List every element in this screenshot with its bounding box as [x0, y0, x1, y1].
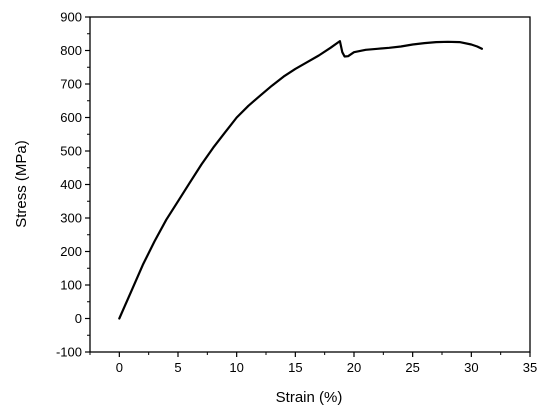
- x-axis-title: Strain (%): [276, 389, 343, 406]
- x-axis-ticks: 0 5 10 15 20 25 30 35: [89, 352, 537, 375]
- plot-frame: [89, 16, 531, 353]
- plot-border: [89, 16, 531, 353]
- y-tick-label: 400: [60, 177, 82, 192]
- y-tick-label: 300: [60, 211, 82, 226]
- y-tick-label: 500: [60, 144, 82, 159]
- y-tick-label: 600: [60, 110, 82, 125]
- y-tick-label: 200: [60, 244, 82, 259]
- y-tick-label: 0: [75, 311, 82, 326]
- x-tick-label: 25: [405, 360, 419, 375]
- x-tick-label: 30: [464, 360, 478, 375]
- series-layer: [118, 40, 483, 320]
- series-line-0: [118, 40, 483, 320]
- x-tick-label: 15: [288, 360, 302, 375]
- x-tick-label: 10: [229, 360, 243, 375]
- y-tick-label: 900: [60, 10, 82, 25]
- y-tick-label: -100: [56, 345, 82, 360]
- x-tick-label: 5: [174, 360, 181, 375]
- x-tick-label: 0: [116, 360, 123, 375]
- x-tick-label: 20: [347, 360, 361, 375]
- y-axis-title: Stress (MPa): [13, 140, 30, 228]
- x-tick-label: 35: [523, 360, 537, 375]
- y-tick-label: 700: [60, 77, 82, 92]
- y-tick-label: 100: [60, 278, 82, 293]
- y-tick-label: 800: [60, 43, 82, 58]
- y-axis-ticks: -100 0 100 200 300 400 500 600 700 800 900: [56, 10, 90, 360]
